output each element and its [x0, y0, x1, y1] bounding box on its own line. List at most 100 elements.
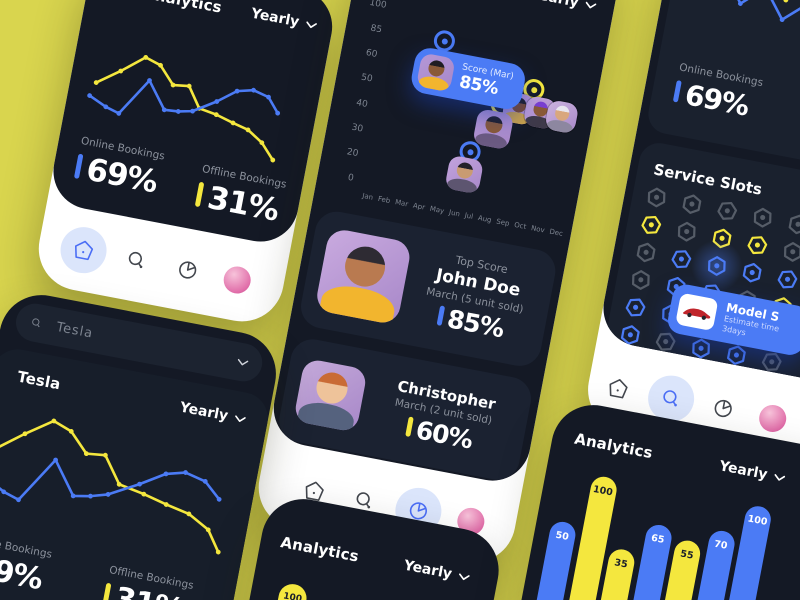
service-slot-hex[interactable] [679, 191, 705, 217]
period-dropdown[interactable]: Yearly [402, 558, 470, 586]
chevron-down-icon [306, 20, 318, 28]
search-icon [32, 318, 40, 328]
service-slot-hex[interactable] [713, 196, 743, 226]
nav-search-button[interactable] [643, 371, 698, 426]
tesla-analytics-card: Tesla Yearly Online Bookings 69% Offline… [0, 344, 273, 600]
service-slot-hex[interactable] [637, 210, 667, 240]
nav-stats-button[interactable] [700, 385, 747, 432]
service-slots-card: Service Slots Model S Estimate time 3day… [598, 139, 800, 392]
service-slot-hex[interactable] [781, 240, 800, 263]
bar-value-label: 100 [282, 591, 303, 600]
blue-tick-bar [436, 305, 445, 326]
service-slot-hex[interactable] [675, 220, 698, 243]
service-slot-hex[interactable] [630, 268, 653, 291]
phone-tesla-search: Tesla Yearly Online Bookings 69% Offline… [0, 288, 284, 600]
search-bar[interactable] [12, 300, 266, 385]
offline-bookings-stat: Offline Bookings 31% [101, 564, 195, 600]
bar-value-label: 35 [613, 557, 629, 571]
chevron-down-icon[interactable] [237, 358, 249, 367]
search-icon [662, 390, 677, 407]
page-title: Analytics [142, 0, 224, 17]
pie-chart-icon [178, 261, 196, 279]
period-dropdown[interactable]: Yearly [250, 6, 318, 34]
service-slot-hex[interactable] [621, 293, 651, 323]
bar-value-label: 100 [746, 513, 769, 528]
slot-tooltip: Model S Estimate time 3days [665, 282, 800, 358]
bookings-line-chart [680, 0, 800, 50]
service-slot-hex[interactable] [773, 264, 800, 294]
bottom-nav [592, 348, 800, 458]
bar-value-label: 70 [713, 538, 729, 553]
bar-value-label: 55 [679, 548, 695, 562]
bar-value-label: 50 [554, 529, 570, 544]
service-slot-hex[interactable] [785, 211, 800, 237]
car-thumbnail [675, 292, 719, 332]
home-icon [305, 481, 324, 502]
search-icon [356, 492, 371, 509]
yellow-tick-bar [195, 181, 205, 208]
service-slot-hex[interactable] [651, 327, 681, 357]
service-slot-hex-active[interactable] [705, 254, 728, 277]
nav-stats-button[interactable] [391, 483, 445, 538]
header: Analytics Yearly [142, 0, 318, 35]
service-slot-hex[interactable] [690, 337, 713, 360]
nav-profile-button[interactable] [214, 256, 261, 303]
nav-search-button[interactable] [114, 237, 161, 284]
period-label: Yearly [178, 399, 230, 425]
avatar [544, 99, 580, 135]
service-slot-hex[interactable] [617, 322, 643, 348]
chevron-down-icon [774, 473, 786, 481]
scatter-avatar[interactable] [444, 154, 485, 195]
scatter-avatar[interactable] [472, 108, 515, 151]
service-slot-hex[interactable] [645, 186, 668, 209]
service-slot-hex[interactable] [751, 206, 774, 229]
header: Yearly [529, 0, 597, 14]
header: Analytics Yearly [279, 533, 471, 587]
page-title: Analytics [279, 533, 361, 566]
nav-home-button[interactable] [291, 468, 338, 515]
car-icon [683, 308, 711, 320]
bookings-line-chart [87, 55, 281, 163]
nav-home-button[interactable] [56, 223, 111, 278]
pie-chart-icon [409, 502, 427, 520]
service-slot-hex[interactable] [757, 347, 787, 377]
nav-profile-button[interactable] [750, 395, 797, 442]
bookings-line-chart [0, 418, 222, 555]
service-slot-hex[interactable] [667, 244, 697, 274]
service-slot-hex[interactable] [633, 239, 659, 265]
bottom-nav [54, 210, 264, 320]
period-label: Yearly [402, 557, 454, 583]
phone-analytics-peek: Analytics Yearly 100 [238, 492, 506, 600]
header: Analytics Yearly [573, 430, 787, 488]
avatar-john-doe [314, 227, 413, 326]
phone-analytics-overview: Analytics Yearly Online Bookings 69% Off… [31, 0, 339, 329]
period-label: Yearly [249, 5, 301, 31]
online-bookings-stat: Online Bookings 69% [72, 135, 166, 206]
home-icon [74, 240, 94, 261]
header: Tesla Yearly [16, 368, 247, 429]
pie-chart-icon [714, 399, 733, 418]
score-tooltip: Score (Mar) 85% [408, 45, 528, 112]
chevron-down-icon [459, 572, 470, 580]
bar-100: 100 [260, 581, 309, 600]
home-icon [609, 379, 628, 399]
yellow-tick-bar [102, 582, 112, 600]
phone-analytics-bars: Analytics Yearly 50 100 35 65 55 70 100 [492, 398, 800, 600]
nav-stats-button[interactable] [164, 247, 211, 294]
period-dropdown[interactable]: Yearly [529, 0, 597, 14]
period-dropdown[interactable]: Yearly [718, 458, 786, 486]
nav-home-button[interactable] [595, 365, 642, 412]
score-scatter-plot: Score (Mar) 85% [349, 0, 599, 232]
service-slot-hex[interactable] [724, 342, 750, 368]
service-slot-hex[interactable] [739, 260, 765, 286]
bar-value-label: 100 [592, 483, 614, 499]
service-slot-hex[interactable] [743, 230, 773, 260]
nav-search-button[interactable] [341, 477, 388, 524]
period-dropdown[interactable]: Yearly [179, 399, 247, 427]
online-bookings-stat: Online Bookings 69% [0, 533, 53, 600]
chevron-down-icon [235, 414, 246, 422]
phone-service-slots: Online Bookings 69% Service Slots Model [580, 0, 800, 476]
